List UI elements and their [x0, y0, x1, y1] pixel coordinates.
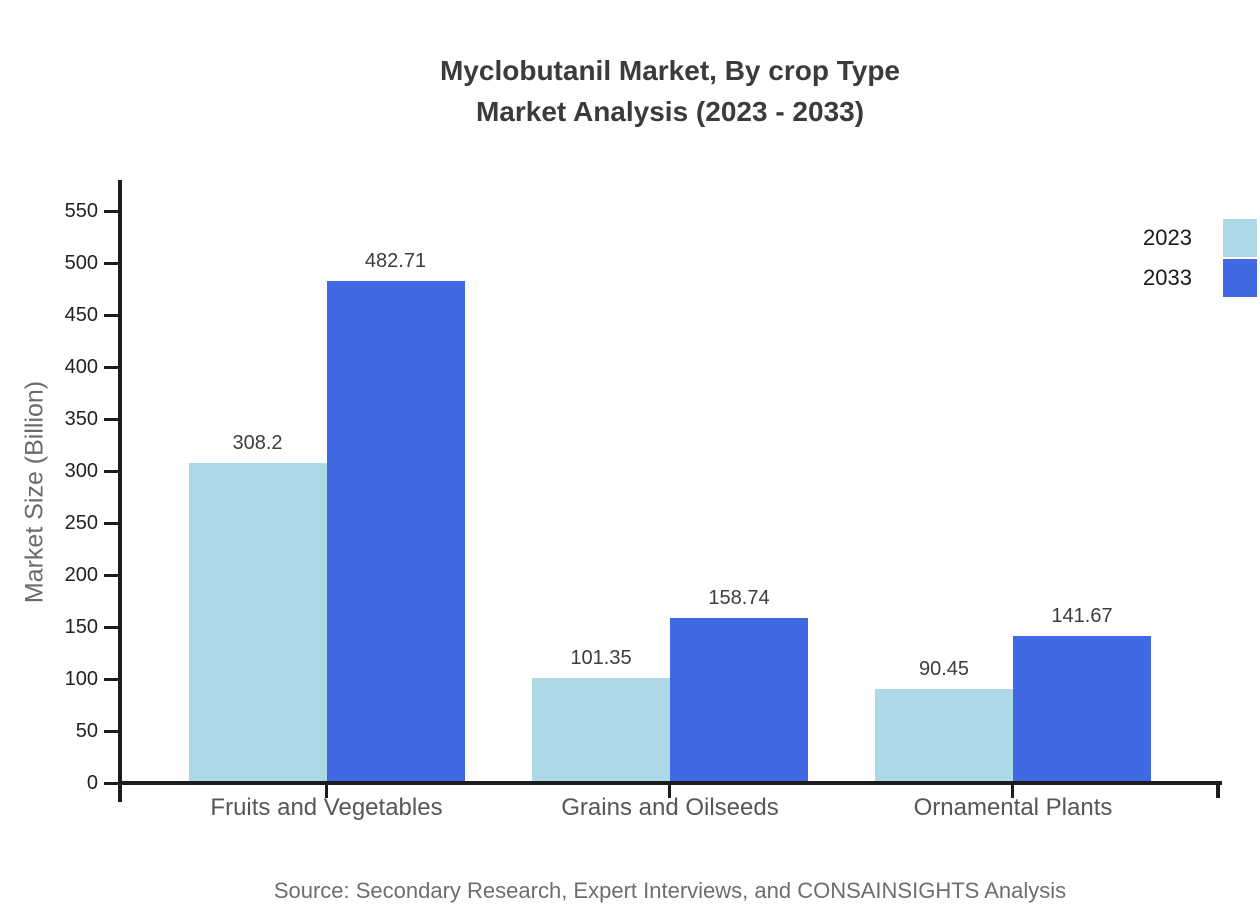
bar-value-label: 158.74 [708, 586, 770, 609]
legend-swatch-2033 [1223, 259, 1257, 297]
y-tick-label: 50 [75, 720, 98, 743]
y-tick-label: 500 [64, 252, 98, 275]
source-note: Source: Secondary Research, Expert Inter… [273, 878, 1067, 903]
y-tick-label: 100 [64, 668, 98, 691]
bar-value-label: 308.2 [232, 431, 283, 454]
legend-label-2023: 2023 [1143, 225, 1192, 250]
y-tick-mark [104, 625, 118, 629]
y-tick-mark [104, 573, 118, 577]
y-tick-label: 150 [64, 616, 98, 639]
y-tick-mark [104, 677, 118, 681]
bar [188, 462, 327, 781]
y-tick-mark [104, 313, 118, 317]
x-axis-end-tick [1216, 781, 1220, 798]
y-tick-label: 250 [64, 512, 98, 535]
x-category-label: Fruits and Vegetables [210, 794, 443, 821]
bar-value-label: 101.35 [570, 646, 632, 669]
bar [875, 688, 1013, 781]
bar [532, 677, 670, 781]
y-tick-label: 200 [64, 564, 98, 587]
y-tick-label: 400 [64, 356, 98, 379]
legend-label-2033: 2033 [1143, 265, 1192, 290]
bar-value-label: 141.67 [1051, 604, 1113, 627]
bar [1013, 635, 1151, 781]
y-tick-label: 550 [64, 200, 98, 223]
y-tick-mark [104, 209, 118, 213]
y-tick-mark [104, 365, 118, 369]
chart-title-line2: Market Analysis (2023 - 2033) [475, 96, 865, 127]
x-category-label: Grains and Oilseeds [561, 794, 779, 821]
x-tick-mark [668, 783, 671, 798]
y-tick-mark [104, 521, 118, 525]
y-tick-mark [104, 781, 118, 785]
legend-swatch-2023 [1223, 219, 1257, 257]
x-category-label: Ornamental Plants [913, 794, 1113, 821]
y-tick-label: 350 [64, 408, 98, 431]
y-axis-line [118, 180, 122, 802]
bar-value-label: 482.71 [364, 250, 427, 273]
bar [670, 617, 808, 781]
y-tick-mark [104, 261, 118, 265]
chart-title: Myclobutanil Market, By crop Type Market… [118, 50, 1222, 132]
y-tick-mark [104, 729, 118, 733]
bar [326, 281, 465, 781]
y-tick-mark [104, 417, 118, 421]
bar-value-label: 90.45 [918, 657, 970, 680]
y-tick-mark [104, 469, 118, 473]
y-tick-label: 0 [86, 772, 98, 794]
y-tick-label: 300 [64, 460, 98, 483]
x-tick-mark [1011, 783, 1014, 798]
y-tick-label: 450 [64, 304, 98, 327]
chart-title-line1: Myclobutanil Market, By crop Type [439, 55, 901, 86]
x-tick-mark [324, 783, 328, 798]
